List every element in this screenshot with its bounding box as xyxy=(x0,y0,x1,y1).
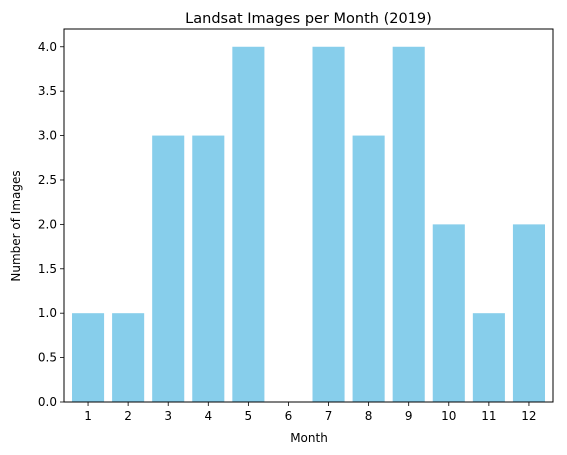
y-axis-ticks: 0.0 0.5 1.0 1.5 2.0 2.5 3.0 3.5 4.0 xyxy=(38,40,64,409)
bar-month-11 xyxy=(472,313,505,402)
x-tick-label: 2 xyxy=(124,409,132,423)
chart-title: Landsat Images per Month (2019) xyxy=(185,11,432,27)
x-axis-label: Month xyxy=(290,431,328,445)
x-tick-label: 8 xyxy=(365,409,373,423)
x-tick-label: 11 xyxy=(481,409,496,423)
bar-month-8 xyxy=(352,135,385,402)
bar-month-3 xyxy=(152,135,185,402)
y-tick-label: 2.0 xyxy=(38,217,57,231)
bar-month-4 xyxy=(192,135,225,402)
bar-month-10 xyxy=(432,224,465,402)
x-tick-label: 9 xyxy=(405,409,413,423)
bar-month-1 xyxy=(72,313,105,402)
y-tick-label: 1.5 xyxy=(38,262,57,276)
y-tick-label: 3.0 xyxy=(38,129,57,143)
y-tick-label: 4.0 xyxy=(38,40,57,54)
x-tick-label: 5 xyxy=(245,409,253,423)
bar-month-9 xyxy=(392,46,425,402)
x-tick-label: 6 xyxy=(285,409,293,423)
x-tick-label: 1 xyxy=(84,409,92,423)
y-tick-label: 1.0 xyxy=(38,306,57,320)
x-tick-label: 12 xyxy=(521,409,536,423)
bars-group xyxy=(72,46,545,402)
bar-month-12 xyxy=(512,224,545,402)
x-tick-label: 10 xyxy=(441,409,456,423)
x-tick-label: 4 xyxy=(204,409,212,423)
x-tick-label: 7 xyxy=(325,409,333,423)
bar-month-5 xyxy=(232,46,265,402)
y-tick-label: 2.5 xyxy=(38,173,57,187)
plot-frame xyxy=(63,28,554,403)
y-axis-label: Number of Images xyxy=(9,170,23,281)
x-axis-ticks: 1 2 3 4 5 6 7 8 9 10 11 12 xyxy=(84,402,537,423)
bar-month-2 xyxy=(112,313,145,402)
x-tick-label: 3 xyxy=(164,409,172,423)
y-tick-label: 0.0 xyxy=(38,395,57,409)
y-tick-label: 3.5 xyxy=(38,84,57,98)
y-tick-label: 0.5 xyxy=(38,351,57,365)
bar-month-7 xyxy=(312,46,345,402)
